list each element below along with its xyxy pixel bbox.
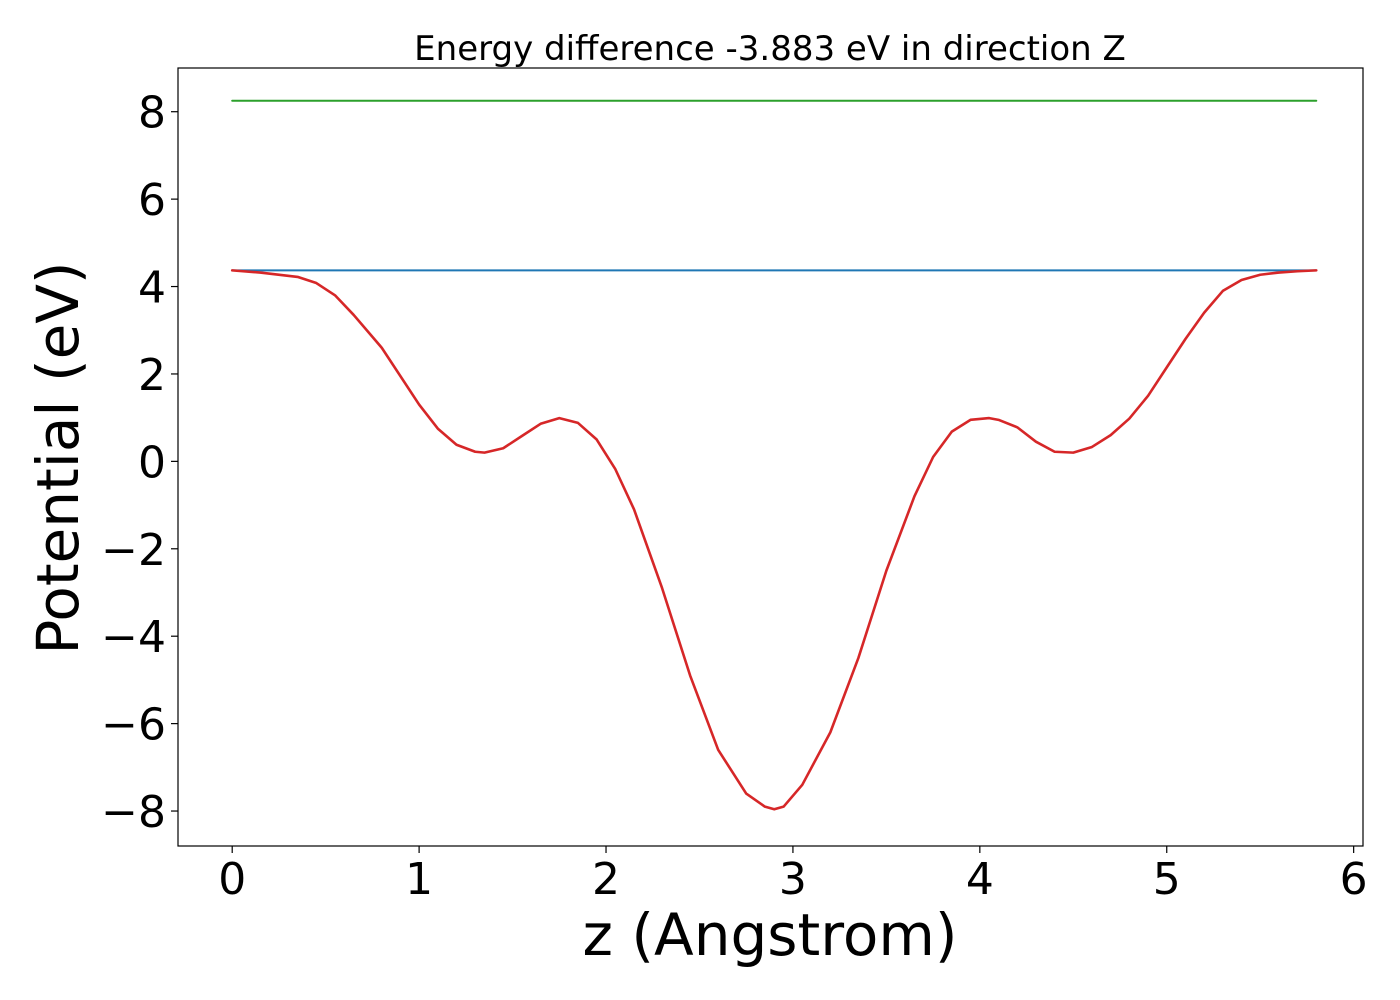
y-tick-label-1: 6 <box>138 175 166 226</box>
y-tick-label-8: −8 <box>101 787 166 838</box>
x-tick-label-3: 3 <box>779 854 807 905</box>
x-tick-label-1: 1 <box>405 854 433 905</box>
x-tick-label-4: 4 <box>966 854 994 905</box>
x-tick-label-5: 5 <box>1153 854 1181 905</box>
y-tick-label-7: −6 <box>101 700 166 751</box>
y-tick-label-6: −4 <box>101 612 166 663</box>
series-line-2 <box>230 269 1318 811</box>
y-tick-label-4: 0 <box>138 437 166 488</box>
y-tick-label-2: 4 <box>138 263 166 314</box>
x-tick-label-0: 0 <box>218 854 246 905</box>
y-tick-label-5: −2 <box>101 525 166 576</box>
chart-title: Energy difference -3.883 eV in direction… <box>414 29 1126 69</box>
y-tick-label-3: 2 <box>138 350 166 401</box>
y-tick-label-0: 8 <box>138 88 166 139</box>
plot-frame <box>177 67 1364 847</box>
y-axis-title: Potential (eV) <box>24 261 92 654</box>
x-tick-label-2: 2 <box>592 854 620 905</box>
plot-area: 0 1 2 3 4 5 6 8 6 4 2 0 −2 −4 −6 −8 <box>101 67 1368 905</box>
x-axis-title: z (Angstrom) <box>583 901 958 969</box>
x-tick-label-6: 6 <box>1340 854 1368 905</box>
